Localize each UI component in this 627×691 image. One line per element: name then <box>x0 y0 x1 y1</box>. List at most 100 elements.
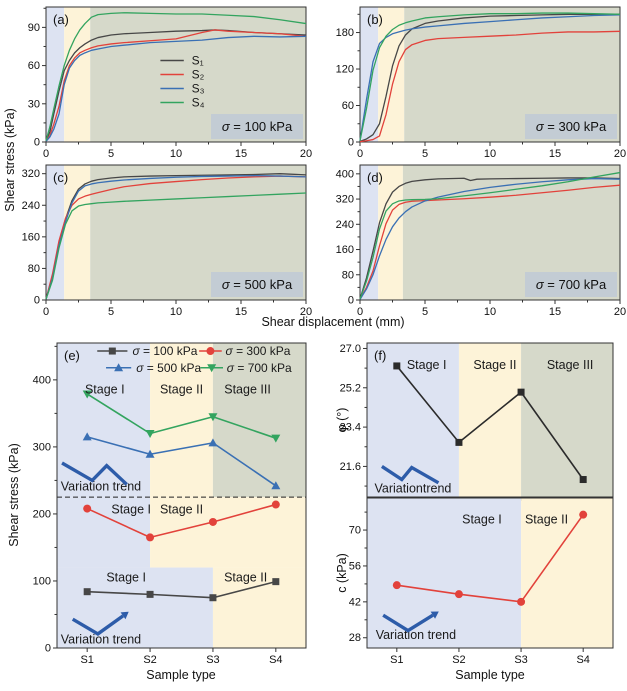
data-point-marker <box>272 578 280 586</box>
legend-item-label: S₃ <box>192 82 205 96</box>
panel-c-chart: 0 5 10 15 20 0 80 160 240 320 σ = 500 kPa (c) <box>22 164 312 318</box>
legend-item-label: σ = 100 kPa <box>132 344 197 358</box>
series-line <box>359 177 621 300</box>
series-line <box>86 393 277 439</box>
x-tick-label: 20 <box>614 148 626 160</box>
variation-trend-glyph <box>380 464 440 485</box>
stage-label: Stage I <box>407 358 447 372</box>
series-line <box>396 514 584 603</box>
sigma-badge-label: σ = 700 kPa <box>536 277 607 292</box>
sigma-badge <box>525 114 617 139</box>
y-tick-label: 120 <box>336 64 354 76</box>
stage-label: Stage I <box>111 502 151 516</box>
data-point-marker <box>208 517 217 526</box>
panel-e-chart: S1 S2 S3 S4 0 100 200 300 400 σ = 100 kPa σ = 300 … <box>33 342 307 666</box>
x-tick-label: 0 <box>43 306 49 318</box>
x-tick-label: 5 <box>108 306 114 318</box>
data-point-marker <box>82 432 92 441</box>
stage-label: Stage II <box>160 382 203 396</box>
variation-trend-label: Variation trend <box>61 479 141 493</box>
variation-trend-arrowhead <box>120 611 129 620</box>
x-tick-label: 10 <box>170 148 182 160</box>
data-point-marker <box>207 364 217 373</box>
data-point-marker <box>393 362 401 370</box>
y-tick-label: 0 <box>348 295 354 307</box>
panel-f-phi-chart: 21.6 23.4 25.2 27.0 Stage I Stage II Stage III… <box>340 342 614 501</box>
series-line <box>45 29 307 142</box>
x-tick-label: 10 <box>484 306 496 318</box>
y-tick-label: 300 <box>33 441 51 453</box>
series-line <box>359 177 621 300</box>
x-tick-label: S3 <box>514 654 527 666</box>
y-tick-label: 400 <box>33 374 51 386</box>
x-tick-label: 0 <box>357 148 363 160</box>
y-tick-label: 0 <box>34 137 40 149</box>
y-tick-label: 80 <box>28 263 40 275</box>
stage-label: Stage II <box>525 513 568 527</box>
x-axis-label-shear-displacement: Shear displacement (mm) <box>261 315 405 329</box>
data-point-marker <box>271 481 281 490</box>
y-tick-label: 240 <box>22 200 40 212</box>
series-line <box>45 175 307 300</box>
x-tick-label: 10 <box>484 148 496 160</box>
panel-letter: (e) <box>64 348 80 363</box>
series-line <box>359 14 621 141</box>
stage-band <box>378 165 403 300</box>
x-axis-label-sample-type-f: Sample type <box>455 668 525 682</box>
x-tick-label: S3 <box>206 654 219 666</box>
y-tick-label: 160 <box>336 244 354 256</box>
y-tick-label: 400 <box>336 168 354 180</box>
stage-band <box>64 165 91 300</box>
series-line <box>45 192 307 300</box>
stage-label: Stage II <box>473 358 516 372</box>
legend-item-label: S₄ <box>192 96 205 110</box>
y-tick-label: 80 <box>342 269 354 281</box>
legend-item-label: σ = 700 kPa <box>227 361 292 375</box>
sigma-badge <box>211 272 303 297</box>
y-tick-label: 100 <box>33 575 51 587</box>
legend-item-label: S₂ <box>192 68 205 82</box>
data-point-marker <box>579 510 588 519</box>
x-tick-label: S1 <box>390 654 403 666</box>
variation-trend-glyph <box>61 461 128 486</box>
panel-letter: (f) <box>374 348 386 363</box>
panel-letter: (c) <box>53 170 68 185</box>
stage-label: Stage II <box>224 571 267 585</box>
stage-band <box>212 567 306 648</box>
data-point-marker <box>206 347 215 356</box>
series-line <box>359 30 621 143</box>
y-tick-label: 27.0 <box>340 343 361 355</box>
y-tick-label: 60 <box>342 100 354 112</box>
x-tick-label: S2 <box>143 654 156 666</box>
data-point-marker <box>146 533 155 542</box>
stage-label: Stage II <box>160 502 203 516</box>
panel-b-chart: 0 5 10 15 20 0 60 120 180 σ = 300 kPa (b) <box>336 6 626 160</box>
data-point-marker <box>517 388 525 396</box>
data-point-marker <box>209 594 217 602</box>
data-point-marker <box>208 438 218 447</box>
series-line <box>359 171 621 300</box>
plot-frame <box>366 342 614 498</box>
y-tick-label: 56 <box>349 560 361 572</box>
variation-trend-glyph <box>71 614 125 636</box>
data-point-marker <box>82 390 92 399</box>
variation-trend-label: Variation trend <box>61 632 141 646</box>
sigma-badge <box>525 272 617 297</box>
y-tick-label: 320 <box>336 194 354 206</box>
panel-letter: (b) <box>367 12 383 27</box>
stage-band <box>521 343 613 497</box>
data-point-marker <box>83 504 92 513</box>
x-tick-label: 15 <box>549 306 561 318</box>
y-tick-label: 70 <box>349 525 361 537</box>
x-tick-label: 10 <box>170 306 182 318</box>
sigma-badge-label: σ = 300 kPa <box>536 119 607 134</box>
series-line <box>359 184 621 300</box>
series-line <box>45 35 307 142</box>
y-tick-label: 160 <box>22 231 40 243</box>
x-tick-label: 20 <box>300 148 312 160</box>
y-tick-label: 21.6 <box>340 461 361 473</box>
x-tick-label: 15 <box>235 306 247 318</box>
stage-band <box>458 343 522 497</box>
